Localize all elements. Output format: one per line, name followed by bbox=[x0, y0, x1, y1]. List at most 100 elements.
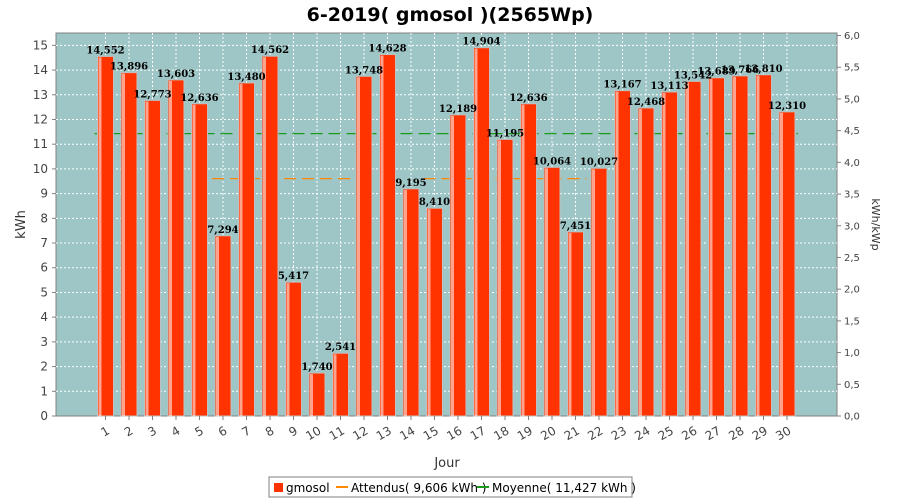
legend-swatch-gmosol bbox=[274, 483, 283, 492]
bar-highlight bbox=[145, 101, 149, 416]
y2-tick-label: 5,0 bbox=[844, 94, 860, 105]
x-tick-label: 8 bbox=[263, 423, 277, 439]
bar-highlight bbox=[380, 55, 384, 416]
bar-highlight bbox=[756, 75, 760, 417]
value-label: 13,603 bbox=[157, 69, 195, 80]
legend-label-expected: Attendus( 9,606 kWh ) bbox=[351, 481, 486, 495]
bar-highlight bbox=[474, 48, 478, 417]
bar-highlight bbox=[498, 140, 501, 416]
y2-axis-label: kWh/kWp bbox=[869, 198, 882, 250]
bar-highlight bbox=[639, 108, 642, 416]
value-label: 14,562 bbox=[251, 45, 289, 56]
value-label: 14,904 bbox=[462, 37, 500, 48]
value-label: 5,417 bbox=[278, 271, 309, 282]
y2-tick-label: 5,5 bbox=[844, 63, 860, 74]
bar-highlight bbox=[592, 169, 595, 416]
bar-highlight bbox=[216, 236, 219, 416]
x-tick-label: 12 bbox=[350, 423, 370, 443]
value-label: 13,480 bbox=[227, 72, 265, 83]
y-tick-label: 8 bbox=[40, 211, 48, 225]
x-tick-label: 15 bbox=[421, 423, 441, 443]
bar-highlight bbox=[662, 92, 666, 417]
y-tick-label: 13 bbox=[33, 88, 48, 102]
y2-tick-label: 4,5 bbox=[844, 126, 860, 137]
x-tick-label: 30 bbox=[773, 423, 793, 443]
y-tick-label: 6 bbox=[40, 261, 48, 275]
x-tick-label: 22 bbox=[585, 423, 605, 443]
value-label: 13,896 bbox=[110, 62, 148, 73]
bar-highlight bbox=[333, 354, 337, 416]
value-label: 12,468 bbox=[627, 97, 665, 108]
bar-highlight bbox=[451, 115, 454, 416]
value-label: 13,542 bbox=[674, 70, 712, 81]
x-tick-label: 9 bbox=[286, 423, 300, 439]
x-tick-label: 16 bbox=[444, 423, 464, 443]
bar-highlight bbox=[615, 91, 619, 416]
legend-box bbox=[268, 476, 633, 498]
value-label: 12,189 bbox=[439, 104, 477, 115]
y2-tick-label: 0,0 bbox=[844, 412, 860, 423]
y2-tick-label: 2,0 bbox=[844, 285, 860, 296]
y2-axis: 0,0 0,5 1,0 1,5 2,0 2,5 3,0 3,5 4,0 4,5 5,0 5,5 6,0 bbox=[837, 31, 860, 423]
legend: gmosol Attendus( 9,606 kWh ) Moyenne( 11,4… bbox=[268, 476, 636, 498]
y-tick-label: 4 bbox=[40, 310, 48, 324]
y-tick-label: 11 bbox=[33, 137, 48, 151]
legend-label-average: Moyenne( 11,427 kWh ) bbox=[492, 481, 636, 495]
bar-highlight bbox=[568, 232, 572, 416]
x-tick-label: 5 bbox=[192, 423, 206, 439]
value-label: 2,541 bbox=[325, 342, 356, 353]
x-tick-label: 13 bbox=[374, 423, 394, 443]
x-tick-label: 7 bbox=[239, 423, 253, 439]
bar-highlight bbox=[780, 112, 783, 417]
bar-highlight bbox=[263, 57, 266, 417]
y-tick-label: 12 bbox=[33, 112, 48, 126]
x-tick-label: 1 bbox=[98, 423, 112, 439]
y2-tick-label: 3,0 bbox=[844, 221, 860, 232]
x-tick-label: 29 bbox=[750, 423, 770, 443]
x-axis-label: Jour bbox=[433, 456, 460, 471]
bar-highlight bbox=[709, 78, 713, 416]
x-tick-label: 3 bbox=[145, 423, 159, 439]
bars bbox=[97, 47, 796, 417]
value-label: 10,064 bbox=[533, 156, 571, 167]
bar-highlight bbox=[357, 77, 360, 416]
value-labels: 14,552 13,896 12,773 13,603 12,636 7,294 13,48… bbox=[86, 37, 806, 373]
value-label: 13,766 bbox=[721, 65, 759, 76]
x-tick-label: 25 bbox=[656, 423, 676, 443]
bar-highlight bbox=[310, 374, 313, 416]
y-tick-label: 2 bbox=[40, 360, 48, 374]
x-tick-label: 2 bbox=[122, 423, 136, 439]
bar-highlight bbox=[686, 82, 689, 417]
value-label: 7,294 bbox=[207, 225, 238, 236]
x-tick-label: 17 bbox=[468, 423, 488, 443]
value-label: 13,810 bbox=[744, 64, 782, 75]
bar-highlight bbox=[239, 83, 243, 417]
value-label: 13,689 bbox=[697, 67, 735, 78]
value-label: 13,748 bbox=[345, 65, 383, 76]
bar-highlight bbox=[192, 104, 196, 416]
y2-tick-label: 4,0 bbox=[844, 158, 860, 169]
y-tick-label: 1 bbox=[40, 384, 48, 398]
x-tick-label: 19 bbox=[515, 423, 535, 443]
y-tick-label: 10 bbox=[33, 162, 48, 176]
x-tick-label: 28 bbox=[726, 423, 746, 443]
value-label: 11,195 bbox=[486, 128, 524, 139]
y2-tick-label: 0,5 bbox=[844, 380, 860, 391]
value-label: 13,167 bbox=[603, 80, 641, 91]
bar-highlight bbox=[169, 80, 172, 416]
plot-area bbox=[55, 32, 838, 417]
value-label: 1,740 bbox=[301, 362, 332, 373]
chart-title: 6-2019( gmosol )(2565Wp) bbox=[307, 4, 594, 26]
x-tick-label: 14 bbox=[397, 423, 417, 443]
y2-tick-label: 3,5 bbox=[844, 190, 860, 201]
x-tick-label: 6 bbox=[216, 423, 230, 439]
x-tick-label: 24 bbox=[632, 423, 652, 443]
y2-tick-label: 1,0 bbox=[844, 348, 860, 359]
y2-tick-label: 1,5 bbox=[844, 316, 860, 327]
x-tick-label: 18 bbox=[491, 423, 511, 443]
x-tick-label: 26 bbox=[679, 423, 699, 443]
value-label: 14,628 bbox=[368, 44, 406, 55]
x-tick-label: 10 bbox=[303, 423, 323, 443]
